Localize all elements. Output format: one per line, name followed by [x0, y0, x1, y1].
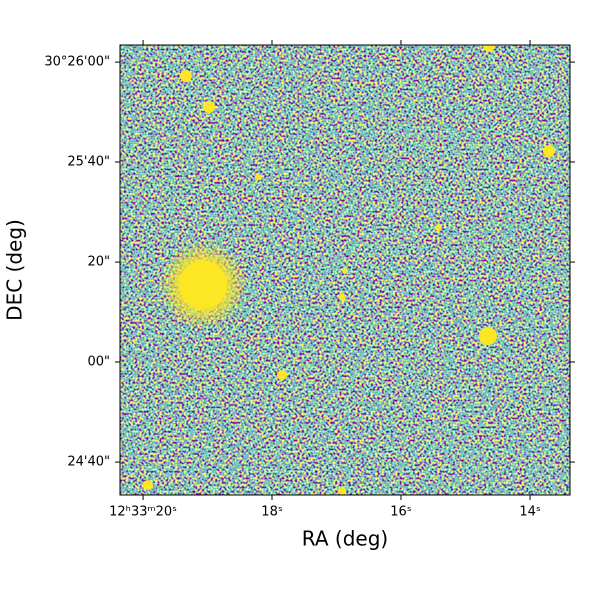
star: [483, 45, 495, 52]
star: [338, 487, 346, 495]
sky-image: [120, 45, 570, 495]
y-tick-label: 24'40": [67, 455, 110, 470]
star: [180, 70, 192, 82]
x-axis-label: RA (deg): [302, 527, 388, 551]
star: [479, 327, 497, 345]
x-tick-label: 18ˢ: [261, 505, 283, 520]
y-tick-label: 25'40": [67, 155, 110, 170]
x-tick-label: 14ˢ: [519, 505, 541, 520]
star: [435, 225, 441, 231]
star: [543, 145, 555, 157]
y-tick-label: 00": [87, 354, 110, 369]
star: [203, 101, 215, 113]
star: [277, 370, 287, 380]
sources: [143, 45, 555, 495]
y-axis-label: DEC (deg): [3, 219, 27, 321]
y-tick-label: 30°26'00": [44, 55, 110, 70]
star: [338, 293, 346, 301]
star: [342, 268, 348, 274]
x-tick-label: 16ˢ: [390, 505, 412, 520]
star: [143, 480, 153, 490]
star: [255, 174, 261, 180]
x-tick-label: 12ʰ33ᵐ20ˢ: [109, 505, 177, 520]
star: [179, 261, 227, 309]
y-tick-label: 20": [87, 255, 110, 270]
plot-frame: [119, 44, 571, 496]
